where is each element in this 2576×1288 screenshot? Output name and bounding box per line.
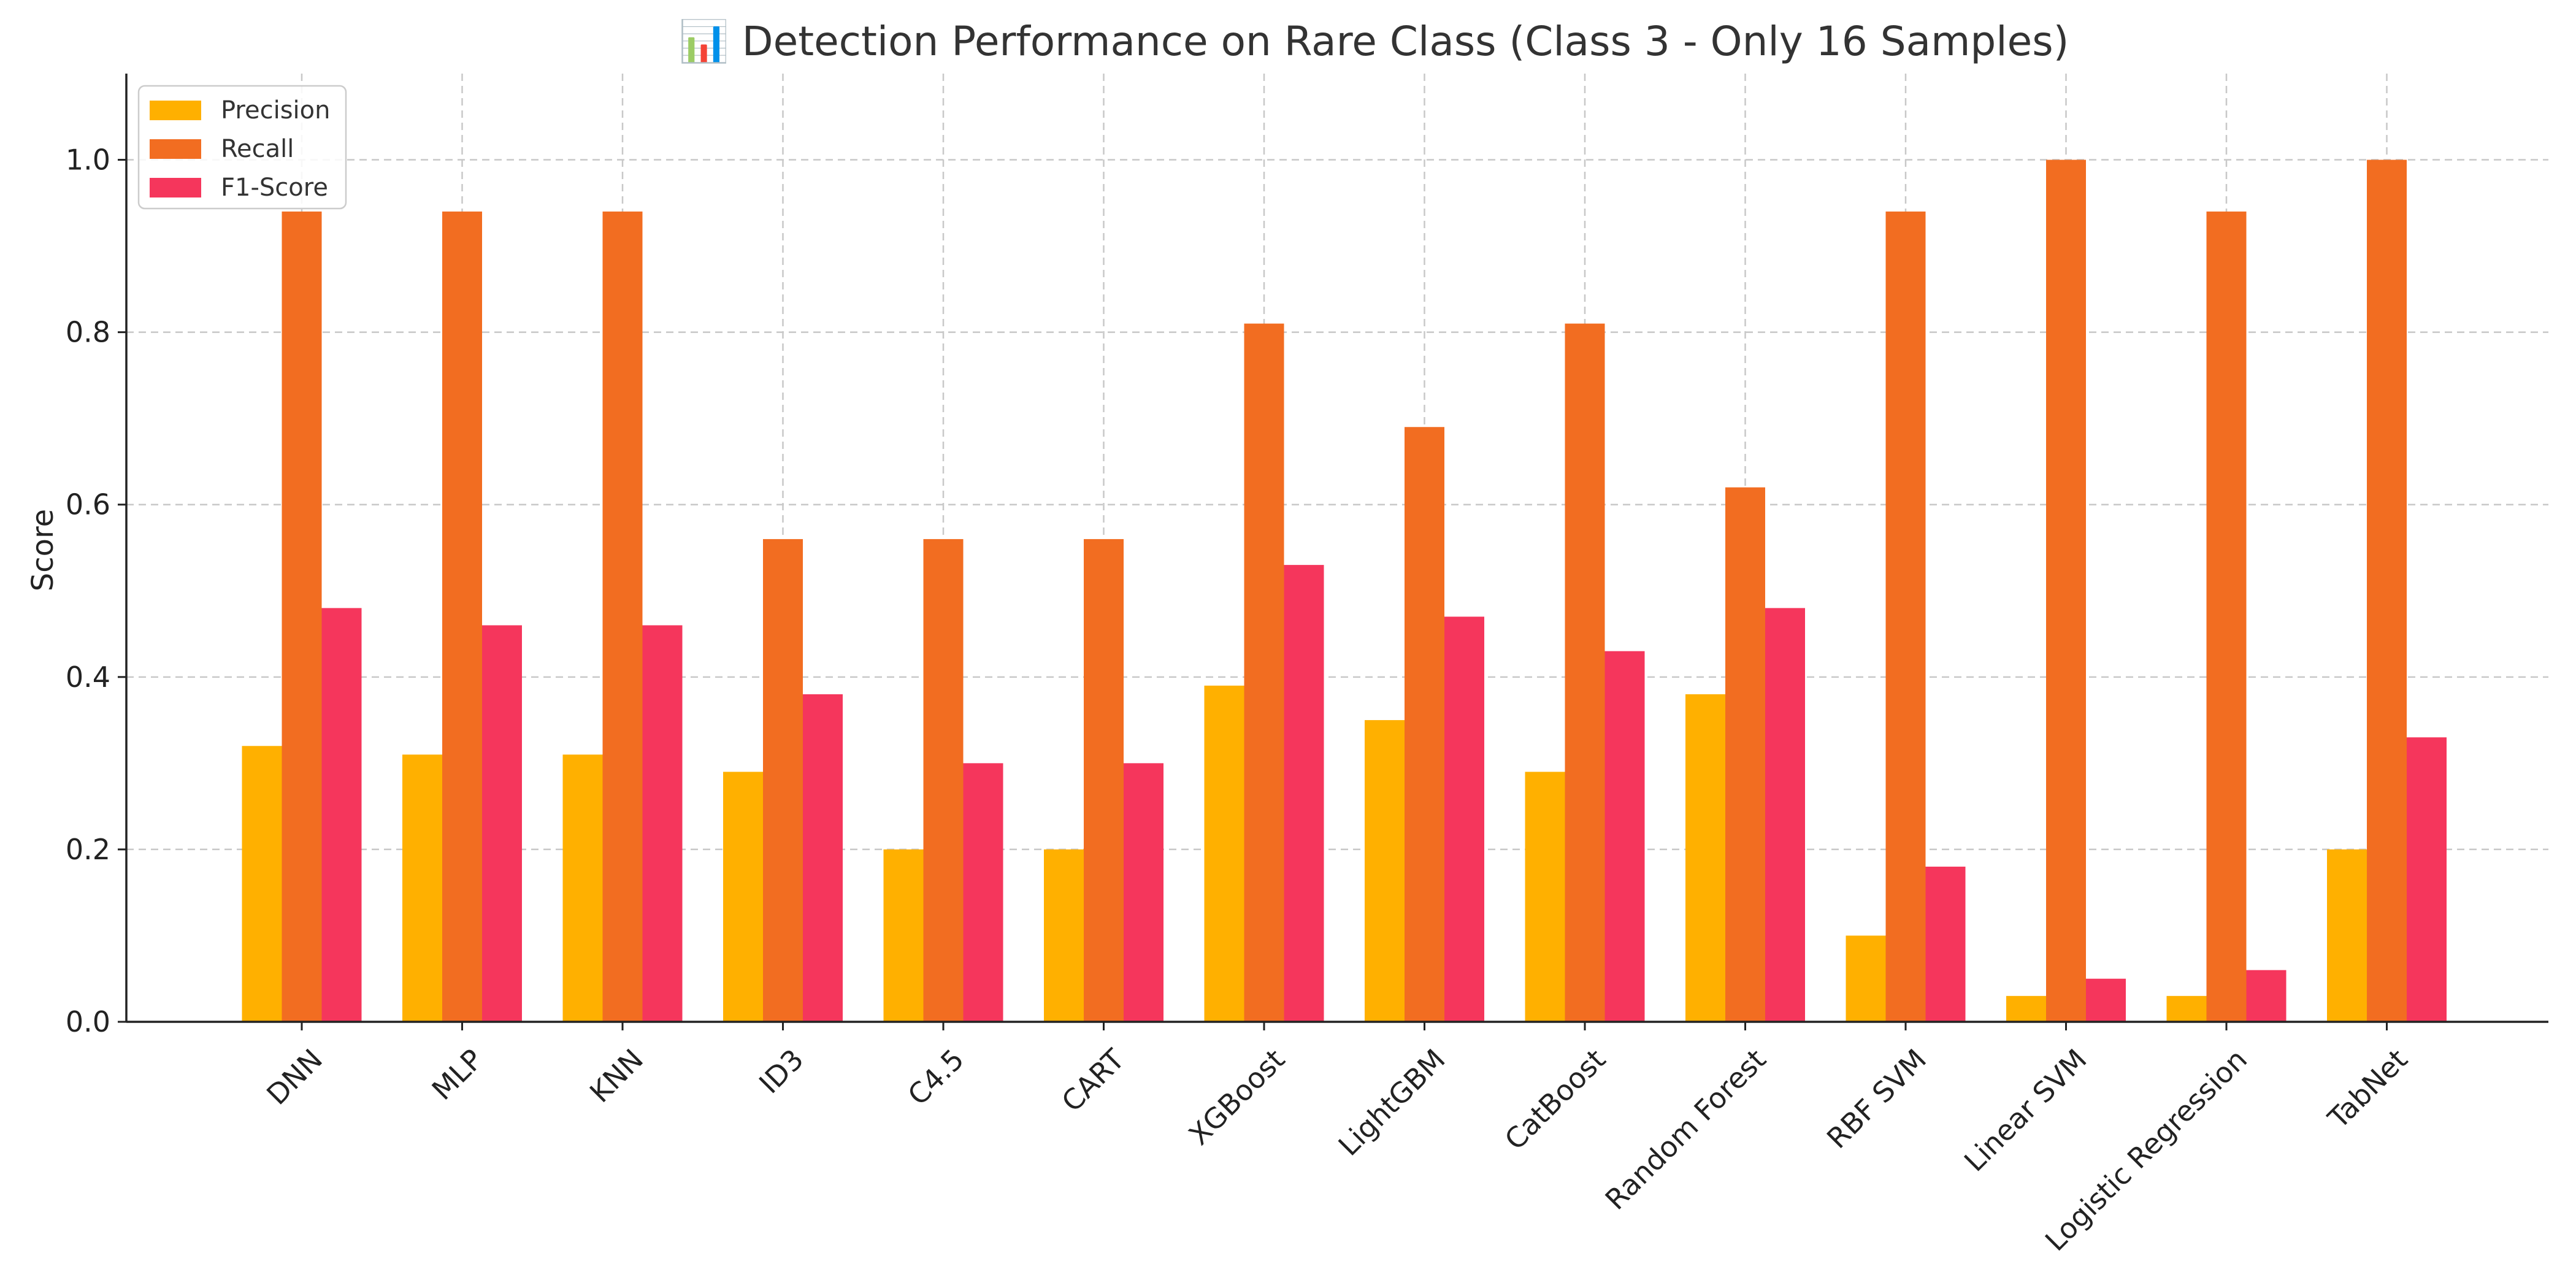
bar-recall-c4-5 — [923, 539, 964, 1022]
bar-precision-rbf-svm — [1846, 935, 1886, 1022]
legend-swatch-precision — [150, 101, 201, 120]
bar-recall-cart — [1084, 539, 1124, 1022]
y-tick-label: 0.6 — [66, 488, 110, 521]
bar-precision-random-forest — [1685, 694, 1725, 1022]
bar-precision-linear-svm — [2006, 995, 2046, 1022]
legend-label: Precision — [221, 96, 330, 125]
bar-precision-xgboost — [1204, 685, 1244, 1022]
bar-f1-score-dnn — [321, 608, 362, 1022]
bar-precision-catboost — [1525, 772, 1565, 1022]
bar-f1-score-id3 — [803, 694, 843, 1022]
bar-recall-dnn — [282, 211, 322, 1022]
legend-label: Recall — [221, 135, 294, 163]
legend-label: F1-Score — [221, 174, 328, 202]
y-tick-label: 0.0 — [66, 1005, 110, 1038]
y-tick-label: 0.4 — [66, 661, 110, 694]
bar-f1-score-cart — [1124, 763, 1163, 1022]
bar-precision-dnn — [242, 746, 282, 1022]
bar-recall-knn — [602, 211, 643, 1022]
x-tick-label: DNN — [260, 1043, 329, 1111]
bar-f1-score-random-forest — [1765, 608, 1805, 1022]
bar-f1-score-mlp — [482, 625, 522, 1022]
x-tick-label: Linear SVM — [1958, 1043, 2093, 1178]
x-tick-label: KNN — [583, 1043, 650, 1109]
x-tick-label: CatBoost — [1498, 1043, 1612, 1156]
x-tick-label: RBF SVM — [1820, 1043, 1933, 1155]
bar-precision-tabnet — [2327, 849, 2367, 1022]
x-tick-label: MLP — [426, 1043, 489, 1106]
bar-recall-logistic-regression — [2206, 211, 2247, 1022]
bar-recall-random-forest — [1725, 487, 1765, 1022]
x-tick-label: CART — [1055, 1042, 1131, 1118]
bar-precision-logistic-regression — [2166, 995, 2207, 1022]
bar-f1-score-logistic-regression — [2246, 970, 2287, 1022]
bar-recall-lightgbm — [1405, 427, 1444, 1022]
bar-f1-score-linear-svm — [2086, 978, 2126, 1022]
axes-layer — [125, 74, 2548, 1023]
bar-precision-knn — [562, 754, 603, 1022]
bar-recall-id3 — [763, 539, 803, 1022]
bar-f1-score-c4-5 — [963, 763, 1003, 1022]
bar-recall-rbf-svm — [1885, 211, 1926, 1022]
bar-precision-id3 — [723, 772, 763, 1022]
legend: Precision Recall F1-Score — [137, 85, 347, 210]
y-tick-label: 0.2 — [66, 833, 110, 866]
bar-f1-score-tabnet — [2407, 737, 2447, 1022]
x-tick-label: ID3 — [753, 1043, 810, 1100]
bar-f1-score-rbf-svm — [1925, 867, 1966, 1022]
bar-f1-score-lightgbm — [1444, 616, 1484, 1022]
bar-f1-score-knn — [642, 625, 683, 1022]
y-tick-label: 0.8 — [66, 316, 110, 349]
x-tick-label: Random Forest — [1599, 1043, 1773, 1216]
chart-title: 📊 Detection Performance on Rare Class (C… — [679, 18, 2069, 65]
legend-swatch-recall — [150, 139, 201, 159]
x-tick-label: LightGBM — [1332, 1043, 1452, 1162]
y-tick-label: 1.0 — [66, 144, 110, 177]
bar-f1-score-catboost — [1604, 651, 1645, 1022]
x-tick-label: C4.5 — [901, 1043, 970, 1112]
bar-recall-linear-svm — [2046, 159, 2086, 1022]
bar-precision-c4-5 — [883, 849, 924, 1022]
bar-recall-tabnet — [2367, 159, 2407, 1022]
x-tick-label: TabNet — [2321, 1043, 2414, 1135]
bar-precision-lightgbm — [1365, 720, 1405, 1022]
bar-recall-catboost — [1565, 323, 1605, 1022]
bar-recall-xgboost — [1244, 323, 1284, 1022]
legend-swatch-f1-score — [150, 178, 201, 197]
bar-f1-score-xgboost — [1284, 565, 1324, 1022]
bar-precision-mlp — [402, 754, 442, 1022]
bar-recall-mlp — [442, 211, 482, 1022]
bar-precision-cart — [1044, 849, 1084, 1022]
bars-layer — [242, 159, 2447, 1022]
x-tick-label: XGBoost — [1183, 1043, 1291, 1151]
y-axis-title: Score — [26, 509, 60, 591]
